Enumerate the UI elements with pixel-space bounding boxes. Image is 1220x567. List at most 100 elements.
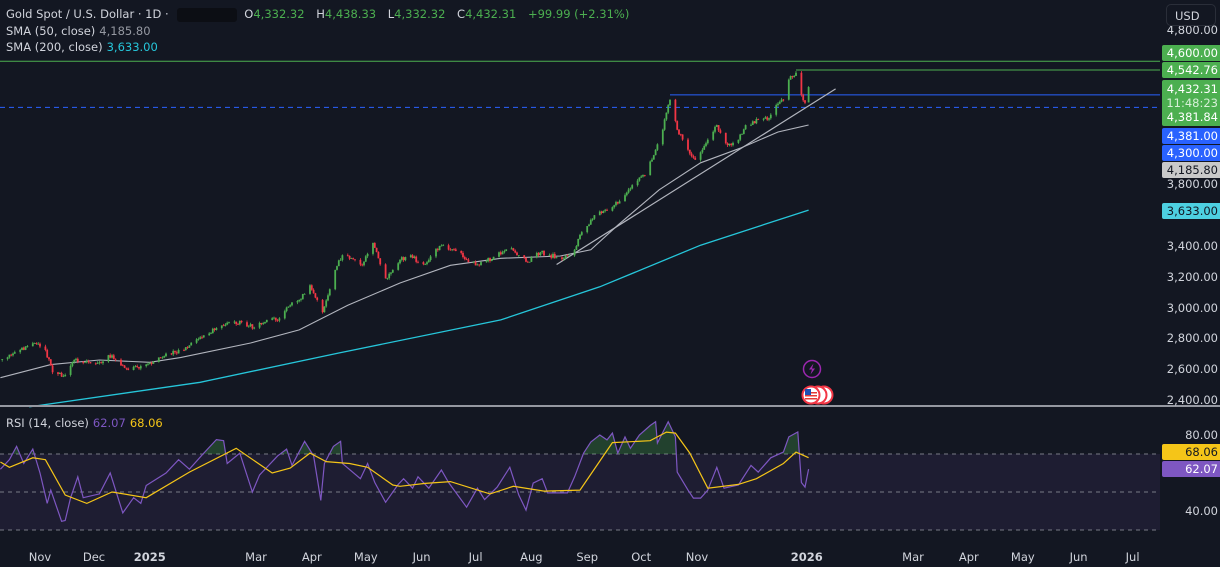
close-label: C [457,7,466,21]
candle [327,295,329,301]
candle [467,259,470,263]
candle [222,325,225,327]
candle [539,252,542,256]
candle [453,249,455,251]
rsi-legend[interactable]: RSI (14, close) 62.07 68.06 [6,416,167,430]
candle [58,372,61,375]
candle [10,354,13,356]
low-label: L [387,7,395,21]
candle [298,299,301,302]
candle [616,202,619,204]
candle [739,134,742,140]
candle [742,129,745,134]
candle [573,249,576,256]
candle [804,100,806,103]
candle [226,322,229,325]
candle [631,185,634,189]
candle [789,76,792,80]
candle [31,343,34,347]
candle [417,261,419,263]
candle [636,180,639,186]
candle [265,319,268,323]
candle [62,376,65,377]
price-tick: 2,800.00 [1166,331,1218,346]
candle [415,256,418,262]
last-price-badge [1162,80,1220,126]
lightning-icon[interactable] [802,359,822,383]
candle [37,343,40,345]
candle [399,259,401,264]
candle [728,143,731,146]
candle [625,192,628,196]
us-flag-icon[interactable] [800,384,834,410]
candle [580,232,583,235]
candle [24,346,27,350]
candle [384,264,387,279]
candle [669,99,671,106]
currency-button[interactable]: USD [1166,4,1216,26]
candle [354,259,356,261]
candle [26,346,29,348]
candle [654,149,657,156]
candle [321,299,324,313]
candle [1,359,4,360]
chart-canvas[interactable] [0,0,1160,545]
sma200-path [29,209,809,408]
candle [48,357,50,360]
candle [764,117,767,119]
rsi-label: RSI (14, close) [6,416,89,430]
candle [730,143,733,146]
candle [211,328,214,334]
candle [98,362,101,364]
pane-separator[interactable] [0,405,1220,407]
candle [364,256,367,262]
time-tick: Aug [520,550,543,564]
sma50-legend[interactable]: SMA (50, close) 4,185.80 [6,24,155,38]
candle [526,261,529,263]
candle [44,346,47,350]
candle [561,257,563,260]
candle [703,145,706,150]
rsi-value: 62.07 [92,416,126,430]
candle [51,365,54,373]
candle [543,250,545,256]
candle [593,215,596,219]
candle [492,256,495,260]
candle [744,125,747,130]
candle [602,210,605,213]
candle [249,324,252,326]
candle [715,125,718,127]
candle [260,322,263,325]
candle [224,324,227,326]
candle [400,257,403,260]
candle [373,242,376,248]
candle [22,347,25,350]
price-tick: 4,800.00 [1166,23,1218,38]
candle [591,218,594,220]
candle [800,72,803,96]
candle [334,269,337,290]
price-tick: 2,400.00 [1166,393,1218,407]
candle [85,361,88,363]
candle [177,350,180,354]
drawings[interactable] [0,60,1160,265]
time-tick: May [1010,550,1035,564]
high-label: H [316,7,325,21]
candle [737,139,740,143]
candle [409,255,412,258]
candle [136,366,139,367]
candle [613,205,616,208]
candle [678,129,680,135]
symbol-title[interactable]: Gold Spot / U.S. Dollar · 1D · [6,7,169,21]
candle [476,264,479,266]
candle [775,105,778,115]
candle [589,219,592,225]
candle [588,224,590,227]
sma200-legend[interactable]: SMA (200, close) 3,633.00 [6,40,162,54]
candle [262,323,265,325]
candle [64,374,67,377]
time-tick: Nov [28,550,52,564]
candle [517,255,520,257]
candle [390,272,392,274]
candle [768,118,770,120]
